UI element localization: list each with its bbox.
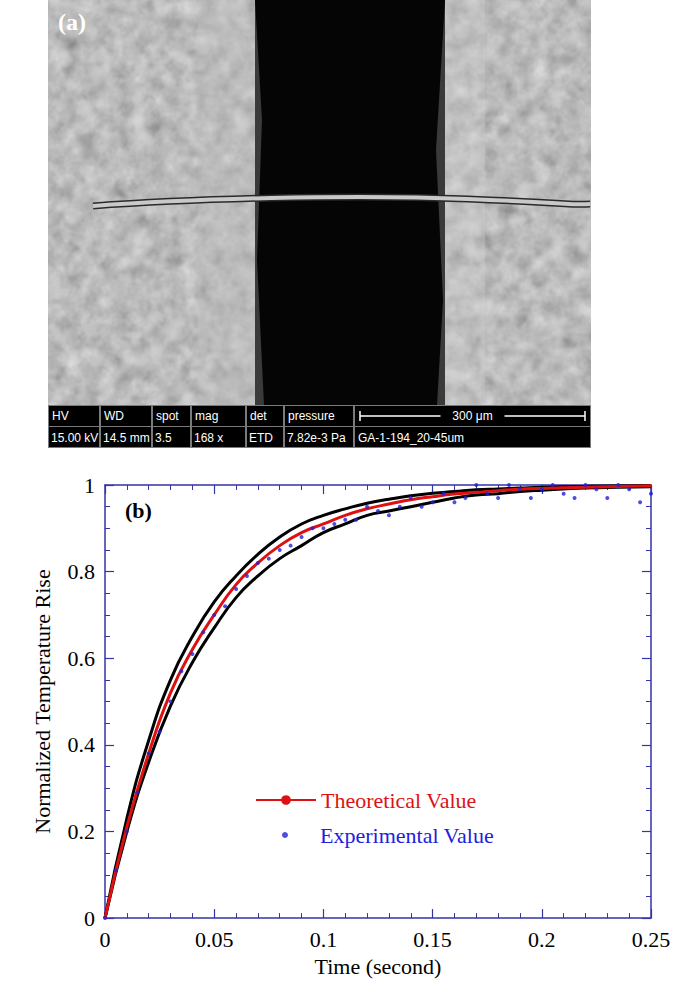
svg-text:1: 1 xyxy=(84,473,95,498)
svg-text:ETD: ETD xyxy=(249,431,273,445)
svg-text:15.00 kV: 15.00 kV xyxy=(51,431,98,445)
svg-text:300 μm: 300 μm xyxy=(452,409,492,423)
svg-text:14.5 mm: 14.5 mm xyxy=(103,431,150,445)
svg-text:3.5: 3.5 xyxy=(155,431,172,445)
svg-text:GA-1-194_20-45um: GA-1-194_20-45um xyxy=(358,431,464,445)
svg-text:det: det xyxy=(250,409,267,423)
svg-text:0: 0 xyxy=(100,927,111,952)
svg-text:Theoretical Value: Theoretical Value xyxy=(321,788,476,813)
svg-text:pressure: pressure xyxy=(288,409,335,423)
svg-text:Normalized Temperature Rise: Normalized Temperature Rise xyxy=(30,569,55,833)
svg-text:0.6: 0.6 xyxy=(68,646,96,671)
svg-text:WD: WD xyxy=(104,409,124,423)
svg-text:(b): (b) xyxy=(125,498,152,523)
svg-text:(a): (a) xyxy=(58,9,86,35)
svg-text:spot: spot xyxy=(156,409,179,423)
svg-text:0.4: 0.4 xyxy=(68,732,96,757)
svg-text:Time (second): Time (second) xyxy=(315,954,442,979)
svg-text:HV: HV xyxy=(52,409,69,423)
svg-text:0.2: 0.2 xyxy=(68,819,96,844)
svg-text:0.25: 0.25 xyxy=(632,927,671,952)
svg-text:0.2: 0.2 xyxy=(528,927,556,952)
svg-text:0.15: 0.15 xyxy=(413,927,452,952)
svg-text:0: 0 xyxy=(84,906,95,931)
svg-text:168 x: 168 x xyxy=(194,431,223,445)
svg-text:Experimental Value: Experimental Value xyxy=(320,823,494,848)
svg-text:mag: mag xyxy=(195,409,218,423)
svg-text:0.8: 0.8 xyxy=(68,559,96,584)
svg-text:0.1: 0.1 xyxy=(310,927,338,952)
svg-text:7.82e-3 Pa: 7.82e-3 Pa xyxy=(287,431,346,445)
svg-text:0.05: 0.05 xyxy=(195,927,234,952)
